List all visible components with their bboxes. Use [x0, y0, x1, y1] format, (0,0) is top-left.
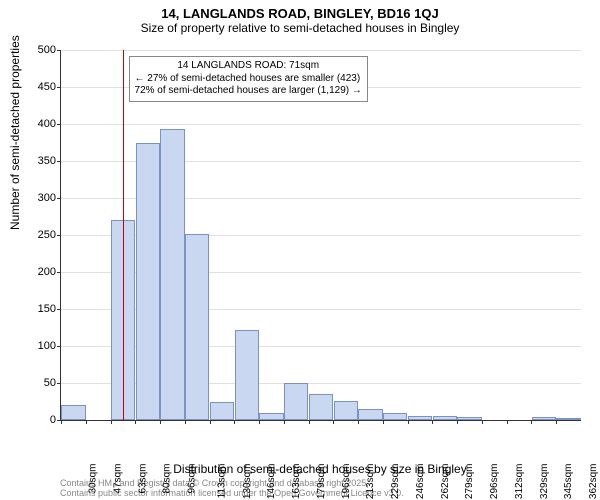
xtick-label: 246sqm — [415, 464, 426, 500]
histogram-bar — [358, 409, 382, 420]
xtick-mark — [111, 420, 112, 424]
ytick-mark — [57, 309, 61, 310]
xtick-mark — [432, 420, 433, 424]
ytick-mark — [57, 346, 61, 347]
ytick-mark — [57, 161, 61, 162]
ytick-label: 450 — [26, 81, 56, 93]
ytick-label: 400 — [26, 118, 56, 130]
xtick-label: 196sqm — [341, 464, 352, 500]
xtick-label: 130sqm — [242, 464, 253, 500]
xtick-mark — [234, 420, 235, 424]
histogram-bar — [383, 413, 407, 420]
xtick-mark — [531, 420, 532, 424]
xtick-mark — [482, 420, 483, 424]
grid-line — [61, 124, 581, 125]
ytick-label: 0 — [26, 414, 56, 426]
histogram-bar — [334, 401, 358, 420]
histogram-bar — [457, 417, 481, 420]
histogram-bar — [433, 416, 457, 420]
xtick-mark — [358, 420, 359, 424]
chart-container: 14, LANGLANDS ROAD, BINGLEY, BD16 1QJ Si… — [0, 0, 600, 500]
xtick-label: 213sqm — [365, 464, 376, 500]
xtick-label: 80sqm — [162, 464, 173, 494]
ytick-mark — [57, 272, 61, 273]
xtick-label: 96sqm — [187, 464, 198, 494]
xtick-label: 312sqm — [514, 464, 525, 500]
ytick-label: 350 — [26, 155, 56, 167]
xtick-label: 329sqm — [539, 464, 550, 500]
xtick-mark — [185, 420, 186, 424]
ytick-label: 100 — [26, 340, 56, 352]
xtick-mark — [135, 420, 136, 424]
xtick-label: 179sqm — [316, 464, 327, 500]
callout-line-2: ← 27% of semi-detached houses are smalle… — [135, 73, 362, 86]
xtick-mark — [61, 420, 62, 424]
histogram-bar — [259, 413, 283, 420]
ytick-mark — [57, 50, 61, 51]
xtick-label: 146sqm — [266, 464, 277, 500]
histogram-bar — [210, 402, 234, 421]
histogram-bar — [160, 129, 184, 420]
ytick-mark — [57, 124, 61, 125]
histogram-bar — [284, 383, 308, 420]
ytick-mark — [57, 235, 61, 236]
xtick-mark — [383, 420, 384, 424]
histogram-bar — [532, 417, 556, 420]
xtick-mark — [259, 420, 260, 424]
ytick-mark — [57, 87, 61, 88]
xtick-label: 229sqm — [390, 464, 401, 500]
xtick-mark — [210, 420, 211, 424]
xtick-label: 279sqm — [465, 464, 476, 500]
xtick-label: 30sqm — [88, 464, 99, 494]
xtick-label: 296sqm — [489, 464, 500, 500]
xtick-mark — [408, 420, 409, 424]
ytick-mark — [57, 383, 61, 384]
ytick-mark — [57, 198, 61, 199]
histogram-bar — [408, 416, 432, 420]
xtick-mark — [86, 420, 87, 424]
y-axis-label: Number of semi-detached properties — [8, 35, 22, 230]
callout-box: 14 LANGLANDS ROAD: 71sqm← 27% of semi-de… — [129, 56, 368, 102]
callout-line-3: 72% of semi-detached houses are larger (… — [135, 85, 362, 98]
marker-line — [123, 50, 124, 420]
chart-subtitle: Size of property relative to semi-detach… — [0, 21, 600, 39]
xtick-label: 345sqm — [564, 464, 575, 500]
histogram-bar — [556, 418, 580, 420]
xtick-mark — [457, 420, 458, 424]
xtick-mark — [160, 420, 161, 424]
xtick-label: 163sqm — [291, 464, 302, 500]
callout-line-1: 14 LANGLANDS ROAD: 71sqm — [135, 60, 362, 73]
grid-line — [61, 50, 581, 51]
ytick-label: 500 — [26, 44, 56, 56]
ytick-label: 250 — [26, 229, 56, 241]
xtick-mark — [556, 420, 557, 424]
xtick-label: 47sqm — [112, 464, 123, 494]
xtick-label: 113sqm — [216, 464, 227, 499]
xtick-mark — [284, 420, 285, 424]
histogram-bar — [136, 143, 160, 421]
histogram-bar — [309, 394, 333, 420]
plot-area: 14 LANGLANDS ROAD: 71sqm← 27% of semi-de… — [60, 50, 581, 421]
histogram-bar — [61, 405, 85, 420]
histogram-bar — [185, 234, 209, 420]
xtick-mark — [507, 420, 508, 424]
ytick-label: 50 — [26, 377, 56, 389]
ytick-label: 150 — [26, 303, 56, 315]
xtick-mark — [333, 420, 334, 424]
xtick-label: 362sqm — [588, 464, 599, 500]
xtick-label: 63sqm — [137, 464, 148, 494]
ytick-label: 300 — [26, 192, 56, 204]
xtick-label: 262sqm — [440, 464, 451, 500]
xtick-mark — [309, 420, 310, 424]
chart-title: 14, LANGLANDS ROAD, BINGLEY, BD16 1QJ — [0, 0, 600, 21]
ytick-label: 200 — [26, 266, 56, 278]
histogram-bar — [235, 330, 259, 420]
